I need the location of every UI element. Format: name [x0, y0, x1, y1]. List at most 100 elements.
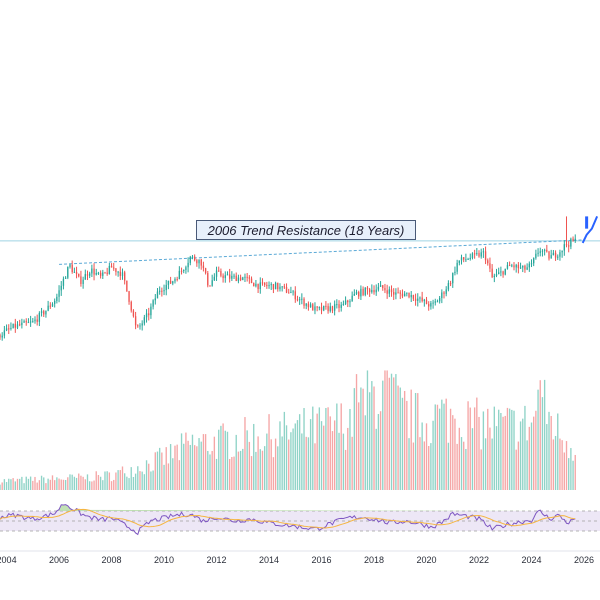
volume-bar [368, 392, 371, 490]
candle-body [491, 268, 493, 277]
volume-bar [417, 393, 419, 490]
candle-body [5, 328, 8, 331]
candle-body [504, 268, 506, 275]
volume-bar [530, 422, 533, 490]
candle-body [336, 304, 338, 306]
volume-bar [36, 482, 38, 490]
candle-body [498, 272, 500, 275]
volume-bar [550, 416, 552, 490]
candle-body [524, 265, 526, 270]
volume-bar [207, 450, 209, 490]
candle-body [294, 291, 296, 300]
candle-body [62, 278, 65, 286]
candle-body [342, 303, 345, 305]
candle-body [552, 252, 555, 256]
volume-bar [49, 479, 51, 490]
candle-body [364, 287, 366, 295]
volume-bar [71, 474, 73, 490]
price-pane [0, 216, 600, 341]
volume-bar [366, 370, 369, 490]
volume-bar [143, 474, 146, 490]
candle-body [568, 245, 570, 247]
candle-body [403, 293, 406, 297]
candle-body [228, 274, 231, 279]
candle-body [82, 279, 84, 284]
candle-body [539, 251, 541, 253]
candle-body [480, 252, 482, 257]
volume-bar [274, 438, 277, 490]
projection-path [581, 216, 599, 244]
candle-body [535, 253, 537, 259]
volume-bar [211, 450, 213, 490]
volume-bar [108, 472, 111, 490]
volume-bar [137, 466, 139, 490]
volume-bar [506, 407, 509, 490]
candle-body [506, 265, 509, 269]
volume-bar [27, 478, 30, 490]
volume-bar [423, 441, 426, 490]
volume-bar [340, 403, 342, 490]
candle-body [21, 322, 23, 326]
volume-bar [84, 479, 86, 490]
candle-body [119, 271, 121, 276]
candle-body [445, 289, 447, 294]
candle-body [366, 287, 369, 290]
candle-body [443, 292, 445, 294]
candle-body [373, 290, 375, 293]
volume-bar [115, 472, 117, 490]
volume-bar [161, 452, 163, 490]
volume-bar [202, 434, 205, 490]
x-tick-label: 2010 [154, 555, 174, 565]
volume-bar [167, 463, 170, 490]
candle-body [58, 290, 60, 297]
candle-body [272, 284, 275, 290]
volume-bar [456, 443, 458, 490]
candle-body [458, 260, 461, 263]
candle-body [340, 304, 342, 308]
candle-body [296, 299, 299, 301]
volume-bar [102, 480, 104, 490]
candle-body [344, 300, 347, 304]
volume-bar [172, 458, 174, 490]
volume-bar [294, 423, 296, 490]
candle-body [288, 292, 290, 294]
volume-bar [471, 428, 474, 490]
volume-bar [565, 441, 568, 490]
volume-bar [458, 427, 461, 490]
candle-body [395, 292, 397, 295]
volume-bar [491, 438, 493, 490]
volume-bar [86, 474, 89, 490]
volume-bar [454, 418, 456, 490]
volume-bar [58, 478, 60, 490]
volume-bar [309, 419, 312, 490]
candle-body [384, 288, 386, 291]
volume-bar [320, 421, 323, 490]
x-tick-label: 2024 [521, 555, 541, 565]
candle-body [274, 282, 277, 290]
volume-bar [543, 379, 546, 490]
volume-bar [351, 436, 353, 490]
candle-body [399, 292, 401, 294]
candle-body [158, 290, 161, 292]
volume-bar [333, 420, 336, 490]
candle-body [10, 327, 12, 329]
volume-bar [117, 470, 119, 490]
candle-body [473, 253, 476, 255]
candle-body [438, 298, 441, 302]
candle-body [233, 275, 235, 277]
volume-bar [218, 429, 220, 490]
volume-bar [377, 414, 380, 490]
candle-body [34, 319, 36, 322]
volume-bar [150, 471, 152, 490]
x-tick-label: 2020 [417, 555, 437, 565]
candle-body [320, 307, 323, 311]
volume-bar [154, 452, 156, 490]
volume-bar [231, 456, 233, 490]
volume-bar [95, 471, 97, 490]
volume-bar [38, 480, 41, 490]
candle-body [108, 265, 111, 274]
volume-bar [283, 411, 286, 490]
volume-bar [500, 412, 502, 490]
candle-body [502, 271, 504, 275]
candle-body [187, 262, 189, 268]
